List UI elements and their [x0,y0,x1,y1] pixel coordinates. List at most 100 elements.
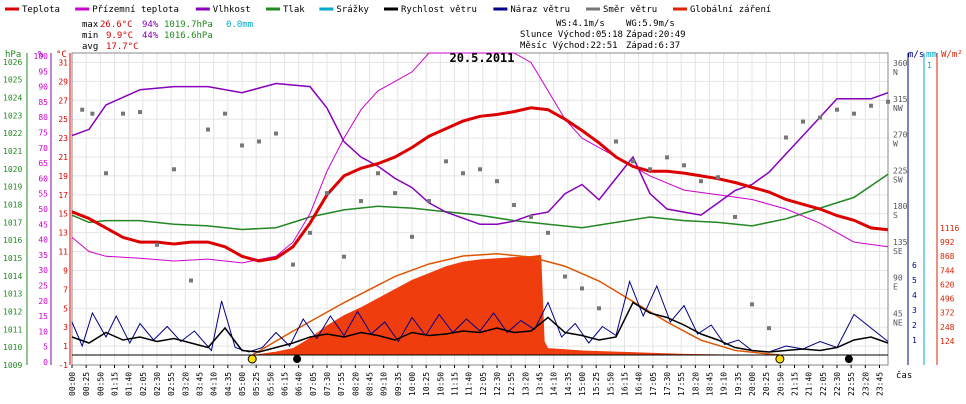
wind-dir-point [580,286,584,291]
x-tick-label: 09:10 [380,372,389,396]
wind-dir-point [546,230,550,235]
x-tick-label: 22:55 [847,372,856,396]
wind-ms-tick-label: 1 [912,336,917,345]
x-tick-label: 13:20 [521,372,530,396]
stats-max-temp: 26.6°C [100,20,133,30]
wind-dir-point [444,159,448,164]
hpa-tick-label: 1018 [3,201,22,210]
legend-label: Vlhkost [213,5,251,15]
temp-tick-label: 21 [58,153,68,162]
x-tick-label: 10:00 [408,372,417,396]
wind-dir-point [80,107,85,112]
x-tick-label: 17:05 [649,372,658,396]
temp-tick-label: 7 [63,285,68,294]
legend-label: Srážky [336,5,369,15]
wind-dir-point [767,326,771,331]
x-tick-label: 00:25 [82,372,91,396]
rad-tick-label: 496 [940,295,955,304]
wind-dir-point [716,175,720,180]
legend: Teplota Přízemní teplota Vlhkost Tlak Srážky… [5,5,771,15]
wind-dir-point [461,171,465,176]
hpa-tick-label: 1020 [3,165,22,174]
x-tick-label: 01:40 [125,372,134,396]
wind-dir-tick-label: 90 [893,274,903,283]
x-tick-label: 16:40 [635,372,644,396]
x-tick-label: 20:25 [762,372,771,396]
wind-dir-point [291,262,295,267]
x-tick-label: 17:55 [677,372,686,396]
axes: 1009101010111012101310141015101610171018… [3,52,959,370]
pct-tick-label: 55 [38,190,48,199]
wind-dir-tick-label: 270 [893,131,908,140]
wind-dir-point [223,111,227,116]
pct-tick-label: 90 [38,83,48,92]
temperature-line [71,106,889,263]
x-tick-label: 04:10 [210,372,219,396]
temp-tick-label: 11 [58,248,68,257]
x-tick-label: 16:15 [621,372,630,396]
wind-ms-tick-label: 5 [912,276,917,285]
wind-dir-point [90,111,95,116]
hpa-tick-label: 1011 [3,325,22,334]
wind-dir-point [529,214,533,219]
wind-dir-compass-label: E [893,283,898,292]
wind-dir-point [325,191,329,196]
legend-label: Tlak [283,5,305,15]
x-tick-label: 09:35 [394,372,403,396]
wind-dir-tick-label: 225 [893,166,908,175]
x-tick-label: 00:00 [68,372,77,396]
pct-header: % [38,50,44,60]
temp-tick-label: 9 [63,266,68,275]
theoretical-radiation-line [251,252,780,356]
wind-dir-point [869,103,873,108]
degc-header: °C [56,50,67,60]
x-tick-label: 21:15 [791,372,800,396]
wind-dir-point [427,199,431,204]
wind-dir-point [597,306,601,311]
x-tick-label: 15:25 [592,372,601,396]
x-tick-label: 06:15 [281,372,290,396]
sun-rise: Slunce Východ:05:18 [520,30,623,40]
stats-min-temp: 9.9°C [106,31,133,41]
wind-dir-point [206,127,210,132]
pct-tick-label: 5 [43,343,48,352]
hpa-tick-label: 1017 [3,218,22,227]
wind-dir-compass-label: SW [893,175,903,184]
temp-tick-label: 19 [58,172,68,181]
rad-tick-label: 1116 [940,224,959,233]
wind-dir-point [155,242,159,247]
pct-tick-label: 100 [34,52,49,61]
pct-tick-label: 15 [38,312,48,321]
hpa-tick-label: 1019 [3,183,22,192]
wind-dir-compass-label: NW [893,104,903,113]
wind-dir-point [121,111,125,116]
x-tick-label: 03:45 [196,372,205,396]
hpa-tick-label: 1026 [3,58,22,67]
temp-tick-label: 25 [58,115,68,124]
pct-tick-label: 10 [38,327,48,336]
wind-dir-point [478,167,482,172]
pct-tick-label: 0 [43,358,48,367]
wind-dir-point [563,274,567,279]
wind-dir-point [801,119,805,124]
temp-tick-label: -1 [58,361,68,370]
x-tick-label: 10:50 [436,372,445,396]
rad-tick-label: 248 [940,323,955,332]
x-tick-label: 22:05 [819,372,828,396]
axis-headers: hPa % °C m/s mm W/m² čas [5,50,963,381]
wind-dir-point [138,110,142,115]
pct-tick-label: 65 [38,159,48,168]
hpa-tick-label: 1009 [3,361,22,370]
hpa-tick-label: 1013 [3,290,22,299]
wind-dir-tick-label: 180 [893,202,908,211]
pct-tick-label: 25 [38,282,48,291]
legend-label: Teplota [22,5,60,15]
wind-dir-point [784,135,788,140]
wind-dir-point [886,99,890,104]
x-tick-label: 10:25 [422,372,431,396]
x-tick-label: 03:20 [181,372,190,396]
stats-max-hum: 94% [142,20,159,30]
wind-dir-tick-label: 135 [893,238,908,247]
hpa-tick-label: 1010 [3,343,22,352]
